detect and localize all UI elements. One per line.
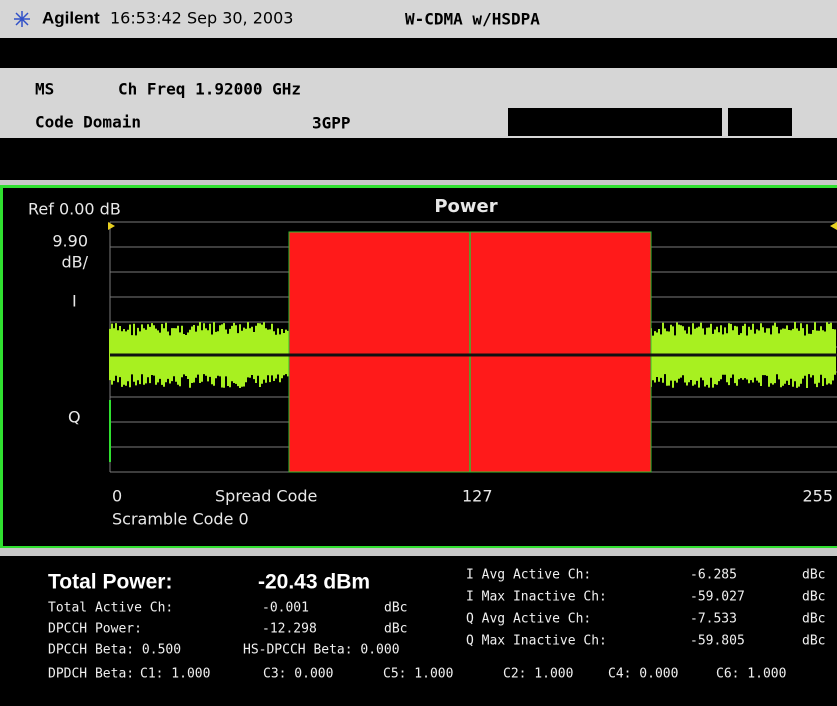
agilent-logo [14, 11, 30, 27]
black-bar [0, 138, 837, 180]
row-unit: dBc [384, 601, 407, 616]
mode: W-CDMA w/HSDPA [405, 10, 540, 29]
row-value: -59.805 [690, 634, 745, 649]
row-value: -7.533 [690, 612, 737, 627]
ref-marker [830, 222, 837, 230]
results-panel: Total Power: -20.43 dBm DPCCH Beta: 0.50… [48, 568, 825, 682]
scale: 9.90 [52, 232, 88, 251]
timestamp: 16:53:42 Sep 30, 2003 [110, 9, 293, 28]
ref-level: Ref 0.00 dB [28, 200, 121, 219]
row-label: I Avg Active Ch: [466, 568, 591, 583]
total-power-label: Total Power: [48, 571, 172, 594]
row-value: -59.027 [690, 590, 745, 605]
row-label: Total Active Ch: [48, 601, 173, 616]
hs-dpcch-beta: HS-DPCCH Beta: 0.000 [243, 643, 400, 658]
row-value: -0.001 [262, 601, 309, 616]
separator [0, 180, 837, 185]
x-start: 0 [112, 487, 122, 506]
row-label: I Max Inactive Ch: [466, 590, 607, 605]
total-power-value: -20.43 dBm [258, 571, 370, 594]
plot-title: Power [434, 196, 497, 217]
scale-unit: dB/ [61, 253, 88, 272]
dpdch-beta: C3: 0.000 [263, 667, 333, 682]
row-unit: dBc [802, 612, 825, 627]
i-label: I [72, 292, 77, 311]
measurement: Code Domain [35, 113, 141, 132]
brand: Agilent [42, 8, 100, 27]
row-value: -12.298 [262, 622, 317, 637]
x-title: Spread Code [215, 487, 317, 506]
standard: 3GPP [312, 114, 351, 133]
q-label: Q [68, 408, 81, 427]
dpdch-label: DPDCH Beta: [48, 667, 134, 682]
dpcch-beta: DPCCH Beta: 0.500 [48, 643, 181, 658]
x-end: 255 [802, 487, 833, 506]
black-bar [0, 38, 837, 68]
status-box [508, 108, 722, 136]
dpdch-beta: C4: 0.000 [608, 667, 678, 682]
row-value: -6.285 [690, 568, 737, 583]
status-box [728, 108, 792, 136]
ch-freq: Ch Freq 1.92000 GHz [118, 80, 301, 99]
ms: MS [35, 80, 54, 99]
separator [0, 548, 837, 556]
row-label: Q Avg Active Ch: [466, 612, 591, 627]
dpdch-beta: C6: 1.000 [716, 667, 786, 682]
dpdch-beta: C2: 1.000 [503, 667, 573, 682]
scramble-code: Scramble Code 0 [112, 510, 249, 529]
dpdch-beta: C1: 1.000 [140, 667, 210, 682]
ref-marker [108, 222, 115, 230]
row-unit: dBc [802, 568, 825, 583]
x-mid: 127 [462, 487, 493, 506]
row-label: DPCCH Power: [48, 622, 142, 637]
row-unit: dBc [802, 634, 825, 649]
row-label: Q Max Inactive Ch: [466, 634, 607, 649]
row-unit: dBc [802, 590, 825, 605]
dpdch-beta: C5: 1.000 [383, 667, 453, 682]
title-bar [0, 0, 837, 38]
row-unit: dBc [384, 622, 407, 637]
